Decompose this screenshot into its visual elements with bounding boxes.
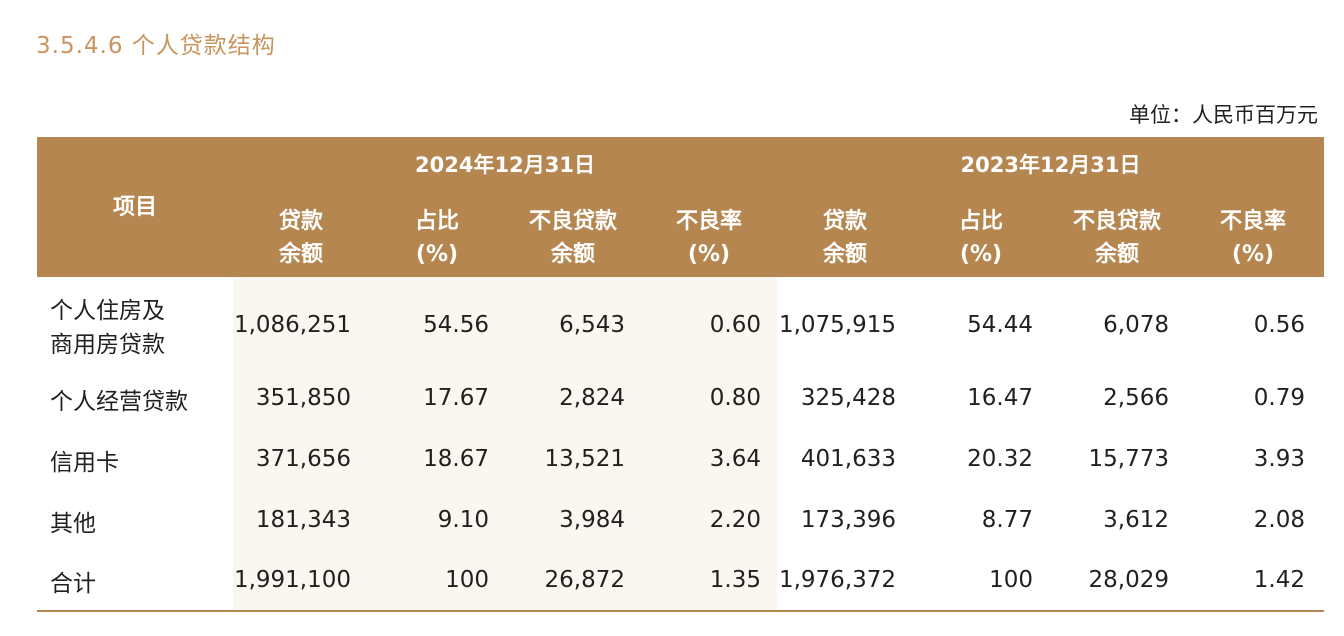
header-line: 不良率	[1219, 209, 1286, 234]
header-line: 余额	[550, 242, 595, 267]
header-npl-ratio-2023: 不良率 (%)	[1185, 205, 1321, 271]
unit-label: 单位：人民币百万元	[1129, 103, 1318, 127]
cell-ratio-2024: 3.64	[709, 446, 761, 472]
table-header: 项目 2024年12月31日 2023年12月31日 贷款 余额 占比 (%) …	[37, 137, 1324, 277]
cell-ratio-2023: 3.93	[1253, 446, 1305, 472]
table-row: 其他 181,343 9.10 3,984 2.20 173,396 8.77 …	[37, 507, 1324, 541]
row-label: 合计	[50, 571, 96, 597]
table-row: 个人住房及 商用房贷款 1,086,251 54.56 6,543 0.60 1…	[37, 292, 1324, 364]
cell-share-2023: 16.47	[967, 385, 1033, 411]
table-bottom-rule	[37, 610, 1324, 612]
header-npl-balance-2023: 不良贷款 余额	[1049, 205, 1185, 271]
cell-npl-2023: 3,612	[1103, 507, 1169, 533]
header-loan-balance-2024: 贷款 余额	[233, 205, 369, 271]
header-npl-ratio-2024: 不良率 (%)	[641, 205, 777, 271]
cell-share-2023: 54.44	[967, 312, 1033, 338]
header-npl-balance-2024: 不良贷款 余额	[505, 205, 641, 271]
header-loan-balance-2023: 贷款 余额	[777, 205, 913, 271]
header-line: 占比	[414, 209, 459, 234]
cell-loan-2023: 1,976,372	[778, 567, 896, 593]
header-line: (%)	[415, 242, 459, 267]
cell-ratio-2024: 0.60	[709, 312, 761, 338]
cell-npl-2024: 26,872	[544, 567, 625, 593]
header-line: (%)	[1231, 242, 1275, 267]
table-row-total: 合计 1,991,100 100 26,872 1.35 1,976,372 1…	[37, 567, 1324, 601]
cell-npl-2023: 28,029	[1088, 567, 1169, 593]
row-label-line: 商用房贷款	[50, 332, 165, 358]
cell-ratio-2024: 1.35	[709, 567, 761, 593]
personal-loan-table: 项目 2024年12月31日 2023年12月31日 贷款 余额 占比 (%) …	[37, 137, 1324, 612]
cell-loan-2023: 1,075,915	[778, 312, 896, 338]
cell-npl-2023: 6,078	[1103, 312, 1169, 338]
section-title: 3.5.4.6 个人贷款结构	[36, 33, 276, 59]
cell-ratio-2023: 0.56	[1253, 312, 1305, 338]
cell-npl-2024: 6,543	[559, 312, 625, 338]
table-body: 个人住房及 商用房贷款 1,086,251 54.56 6,543 0.60 1…	[37, 277, 1324, 612]
header-item: 项目	[112, 195, 157, 220]
cell-loan-2024: 351,850	[255, 385, 351, 411]
cell-ratio-2024: 0.80	[709, 385, 761, 411]
cell-npl-2024: 13,521	[544, 446, 625, 472]
row-label: 其他	[50, 511, 96, 537]
cell-ratio-2024: 2.20	[709, 507, 761, 533]
row-label: 个人经营贷款	[50, 389, 188, 415]
header-line: 余额	[1094, 242, 1139, 267]
cell-loan-2024: 1,991,100	[233, 567, 351, 593]
header-line: 占比	[958, 209, 1003, 234]
cell-ratio-2023: 2.08	[1253, 507, 1305, 533]
cell-ratio-2023: 0.79	[1253, 385, 1305, 411]
cell-npl-2023: 2,566	[1103, 385, 1169, 411]
header-year-2024: 2024年12月31日	[415, 153, 595, 177]
header-line: 贷款	[822, 209, 867, 234]
row-label: 信用卡	[50, 450, 119, 476]
header-line: 余额	[278, 242, 323, 267]
column-shading	[233, 277, 777, 612]
header-share-2023: 占比 (%)	[913, 205, 1049, 271]
cell-npl-2024: 3,984	[559, 507, 625, 533]
table-row: 信用卡 371,656 18.67 13,521 3.64 401,633 20…	[37, 446, 1324, 480]
cell-loan-2024: 371,656	[255, 446, 351, 472]
table-row: 个人经营贷款 351,850 17.67 2,824 0.80 325,428 …	[37, 385, 1324, 419]
cell-loan-2024: 1,086,251	[233, 312, 351, 338]
header-share-2024: 占比 (%)	[369, 205, 505, 271]
header-year-2023: 2023年12月31日	[960, 153, 1141, 177]
cell-loan-2023: 173,396	[800, 507, 896, 533]
cell-loan-2023: 325,428	[800, 385, 896, 411]
cell-ratio-2023: 1.42	[1253, 567, 1305, 593]
header-line: (%)	[687, 242, 731, 267]
cell-npl-2024: 2,824	[559, 385, 625, 411]
cell-loan-2023: 401,633	[800, 446, 896, 472]
cell-share-2023: 8.77	[981, 507, 1033, 533]
cell-share-2024: 9.10	[437, 507, 489, 533]
cell-share-2023: 100	[989, 567, 1033, 593]
cell-share-2024: 100	[445, 567, 489, 593]
row-label-line: 个人住房及	[50, 298, 165, 324]
cell-share-2024: 18.67	[423, 446, 489, 472]
cell-loan-2024: 181,343	[255, 507, 351, 533]
cell-share-2024: 17.67	[423, 385, 489, 411]
header-line: 不良贷款	[1072, 209, 1161, 234]
cell-share-2024: 54.56	[423, 312, 489, 338]
header-line: 余额	[822, 242, 867, 267]
header-line: 不良贷款	[528, 209, 617, 234]
cell-share-2023: 20.32	[967, 446, 1033, 472]
cell-npl-2023: 15,773	[1088, 446, 1169, 472]
header-line: (%)	[959, 242, 1003, 267]
header-line: 贷款	[278, 209, 323, 234]
row-label: 个人住房及 商用房贷款	[50, 294, 165, 362]
header-line: 不良率	[675, 209, 742, 234]
